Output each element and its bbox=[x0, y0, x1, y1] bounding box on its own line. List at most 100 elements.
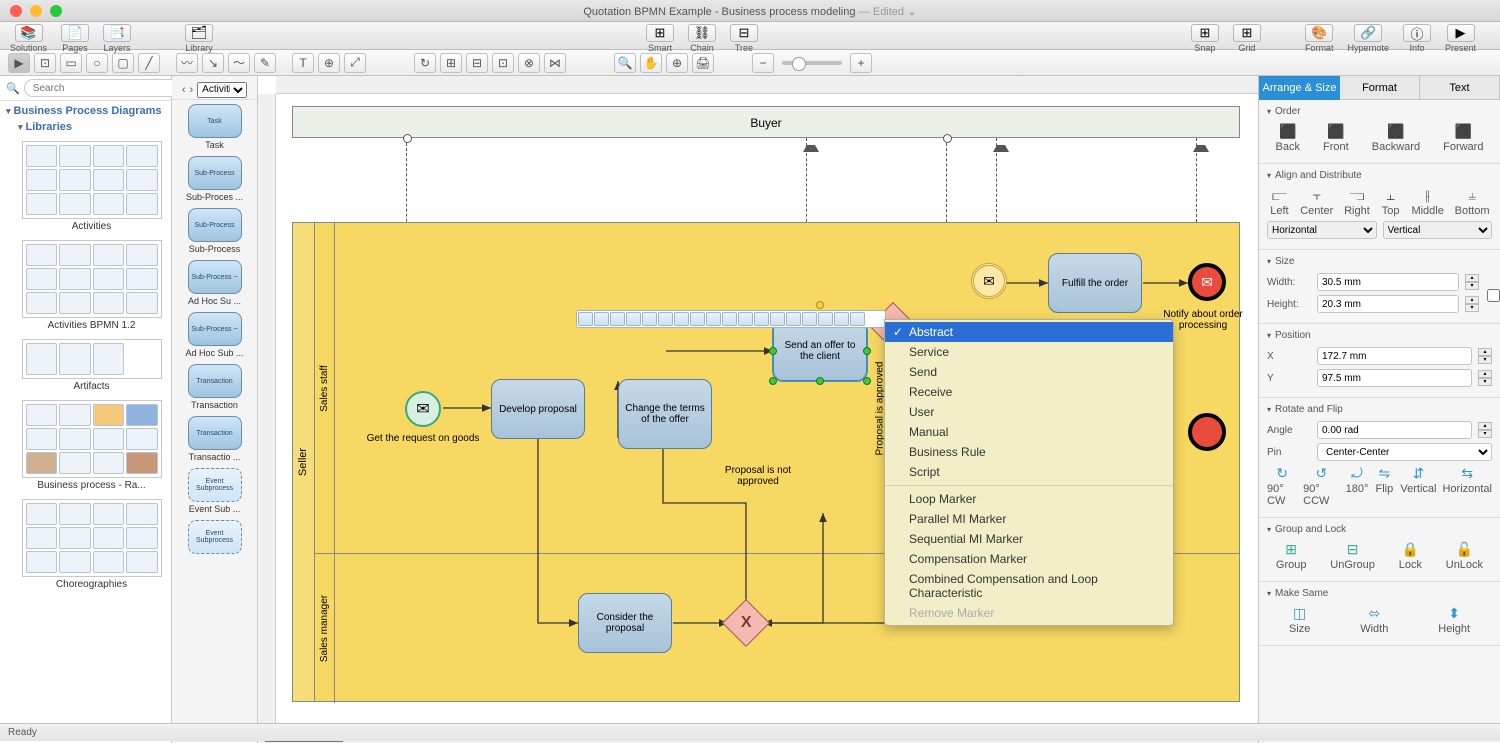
arrow-tool[interactable]: ↘ bbox=[202, 53, 224, 73]
lib-business-process[interactable]: Business process - Ra... bbox=[18, 400, 165, 491]
align-left[interactable]: ⫍Left bbox=[1269, 187, 1289, 217]
shelf-shape-item[interactable]: TransactionTransaction bbox=[172, 364, 257, 410]
tab-arrange[interactable]: Arrange & Size bbox=[1259, 76, 1340, 100]
align-bottom[interactable]: ⫨Bottom bbox=[1455, 187, 1490, 217]
pool-buyer[interactable]: Buyer bbox=[292, 106, 1240, 138]
order-head[interactable]: Order bbox=[1267, 106, 1492, 117]
zoom-slider[interactable] bbox=[782, 61, 842, 65]
rotate-ccw[interactable]: ↺90° CCW bbox=[1303, 465, 1339, 507]
lib-choreographies[interactable]: Choreographies bbox=[18, 499, 165, 590]
text-tool[interactable]: T bbox=[292, 53, 314, 73]
shelf-shape-item[interactable]: Sub-Process ~Ad Hoc Su ... bbox=[172, 260, 257, 306]
tree-root[interactable]: Business Process Diagrams bbox=[6, 105, 165, 117]
shelf-back-icon[interactable]: ‹ bbox=[182, 84, 186, 96]
align-middle[interactable]: ⫲Middle bbox=[1411, 187, 1443, 217]
callout-tool[interactable]: ⊕ bbox=[318, 53, 340, 73]
tree-libraries[interactable]: Libraries bbox=[18, 121, 165, 133]
ctx-abstract[interactable]: Abstract bbox=[885, 322, 1173, 342]
shelf-shape-item[interactable]: Sub-ProcessSub-Proces ... bbox=[172, 156, 257, 202]
shelf-fwd-icon[interactable]: › bbox=[190, 84, 194, 96]
ctx-receive[interactable]: Receive bbox=[885, 382, 1173, 402]
curve-tool[interactable]: 〜 bbox=[228, 53, 250, 73]
order-back[interactable]: ⬛Back bbox=[1276, 123, 1300, 153]
distribute-v[interactable]: Vertical bbox=[1383, 221, 1493, 239]
ungroup-tool[interactable]: ⊗ bbox=[518, 53, 540, 73]
lib-activities[interactable]: Activities bbox=[18, 141, 165, 232]
distribute-tool[interactable]: ⊟ bbox=[466, 53, 488, 73]
tab-format[interactable]: Format bbox=[1340, 76, 1420, 100]
same-width[interactable]: ⬄Width bbox=[1360, 605, 1388, 635]
toolbar-grid[interactable]: ⊞Grid bbox=[1233, 24, 1261, 53]
flip[interactable]: ⇋Flip bbox=[1374, 465, 1394, 507]
align-head[interactable]: Align and Distribute bbox=[1267, 170, 1492, 181]
toolbar-info[interactable]: ⓘInfo bbox=[1403, 24, 1431, 53]
toolbar-format[interactable]: 🎨Format bbox=[1305, 24, 1334, 53]
zoom-out-button[interactable]: − bbox=[752, 53, 774, 73]
connector-tool[interactable]: 〰 bbox=[176, 53, 198, 73]
toolbar-tree[interactable]: ⊟Tree bbox=[730, 24, 758, 53]
ctx-manual[interactable]: Manual bbox=[885, 422, 1173, 442]
same-head[interactable]: Make Same bbox=[1267, 588, 1492, 599]
line-tool[interactable]: ╱ bbox=[138, 53, 160, 73]
rotate-tool[interactable]: ↻ bbox=[414, 53, 436, 73]
ctx-compensation[interactable]: Compensation Marker bbox=[885, 549, 1173, 569]
task-change-terms[interactable]: Change the terms of the offer bbox=[618, 379, 712, 449]
align-tool[interactable]: ⊞ bbox=[440, 53, 462, 73]
ctx-sequential[interactable]: Sequential MI Marker bbox=[885, 529, 1173, 549]
ctx-business-rule[interactable]: Business Rule bbox=[885, 442, 1173, 462]
pan-tool[interactable]: ✋ bbox=[640, 53, 662, 73]
align-center[interactable]: ⫟Center bbox=[1300, 187, 1333, 217]
ctx-service[interactable]: Service bbox=[885, 342, 1173, 362]
select-tool[interactable]: ⊡ bbox=[34, 53, 56, 73]
position-head[interactable]: Position bbox=[1267, 330, 1492, 341]
toolbar-layers[interactable]: 📑Layers bbox=[103, 24, 131, 53]
toolbar-chain[interactable]: ⛓Chain bbox=[688, 24, 716, 53]
angle-input[interactable] bbox=[1317, 421, 1472, 439]
ellipse-tool[interactable]: ○ bbox=[86, 53, 108, 73]
flip-v[interactable]: ⇵Vertical bbox=[1400, 465, 1436, 507]
toolbar-present[interactable]: ▶Present bbox=[1445, 24, 1476, 53]
rotate-cw[interactable]: ↻90° CW bbox=[1267, 465, 1297, 507]
x-input[interactable] bbox=[1317, 347, 1472, 365]
toolbar-solutions[interactable]: 📚Solutions bbox=[10, 24, 47, 53]
unlock-btn[interactable]: 🔓UnLock bbox=[1446, 541, 1483, 571]
start-event[interactable]: ✉ bbox=[405, 391, 441, 427]
ungroup-btn[interactable]: ⊟UnGroup bbox=[1330, 541, 1375, 571]
lock-btn[interactable]: 🔒Lock bbox=[1399, 541, 1422, 571]
rotate-180[interactable]: ⤾180° bbox=[1346, 465, 1369, 507]
gateway-consider[interactable]: X bbox=[722, 599, 770, 647]
toolbar-smart[interactable]: ⊞Smart bbox=[646, 24, 674, 53]
intermediate-event[interactable]: ✉ bbox=[971, 263, 1007, 299]
distribute-h[interactable]: Horizontal bbox=[1267, 221, 1377, 239]
ctx-send[interactable]: Send bbox=[885, 362, 1173, 382]
ctx-parallel[interactable]: Parallel MI Marker bbox=[885, 509, 1173, 529]
pin-select[interactable]: Center-Center bbox=[1317, 443, 1492, 461]
size-head[interactable]: Size bbox=[1267, 256, 1492, 267]
rect-tool[interactable]: ▭ bbox=[60, 53, 82, 73]
canvas[interactable]: Buyer Seller Sales staff Sales manager bbox=[276, 94, 1258, 725]
shelf-shape-item[interactable]: Sub-ProcessSub-Process bbox=[172, 208, 257, 254]
task-fulfill[interactable]: Fulfill the order bbox=[1048, 253, 1142, 313]
width-input[interactable] bbox=[1317, 273, 1459, 291]
pointer-tool[interactable]: ▶ bbox=[8, 53, 30, 73]
height-input[interactable] bbox=[1317, 295, 1459, 313]
shelf-shape-item[interactable]: TransactionTransactio ... bbox=[172, 416, 257, 462]
flip-h[interactable]: ⇆Horizontal bbox=[1442, 465, 1492, 507]
tab-text[interactable]: Text bbox=[1420, 76, 1500, 100]
search-input[interactable] bbox=[24, 79, 184, 97]
eyedrop-tool[interactable]: ⊕ bbox=[666, 53, 688, 73]
same-size[interactable]: ◫Size bbox=[1289, 605, 1310, 635]
y-input[interactable] bbox=[1317, 369, 1472, 387]
toolbar-pages[interactable]: 📄Pages bbox=[61, 24, 89, 53]
print-tool[interactable]: 🖨 bbox=[692, 53, 714, 73]
zoom-in-button[interactable]: + bbox=[850, 53, 872, 73]
ctx-loop[interactable]: Loop Marker bbox=[885, 489, 1173, 509]
task-develop[interactable]: Develop proposal bbox=[491, 379, 585, 439]
lib-activities-12[interactable]: Activities BPMN 1.2 bbox=[18, 240, 165, 331]
rotate-head[interactable]: Rotate and Flip bbox=[1267, 404, 1492, 415]
align-right[interactable]: ⫎Right bbox=[1344, 187, 1370, 217]
group-head[interactable]: Group and Lock bbox=[1267, 524, 1492, 535]
rounded-tool[interactable]: ▢ bbox=[112, 53, 134, 73]
magnify-tool[interactable]: 🔍 bbox=[614, 53, 636, 73]
crop-tool[interactable]: ⤢ bbox=[344, 53, 366, 73]
